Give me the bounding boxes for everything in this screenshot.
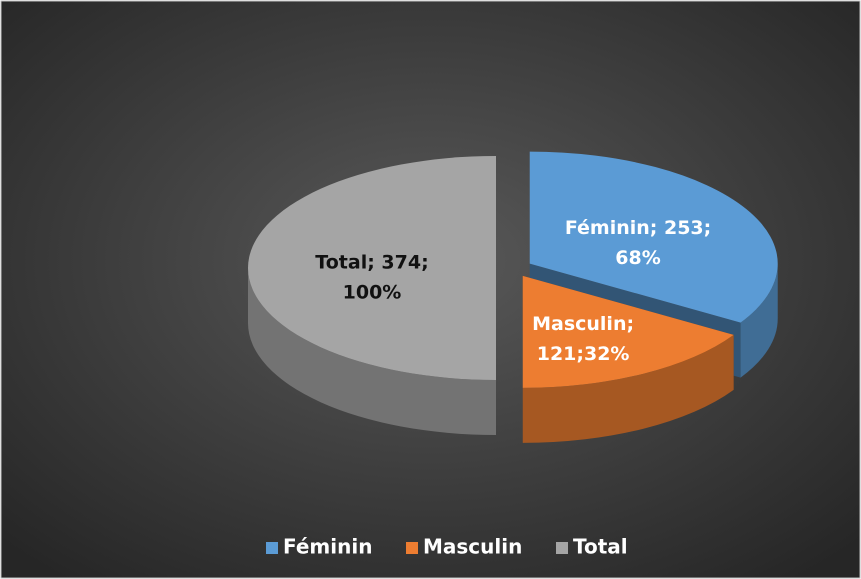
data-label: Féminin; 253; (565, 217, 711, 239)
legend-label: Total (573, 535, 628, 559)
slice-top (248, 156, 496, 380)
slice (522, 275, 734, 443)
slice (248, 156, 496, 435)
slice-top (529, 151, 778, 323)
data-label: 68% (615, 247, 660, 269)
data-label: 100% (343, 282, 402, 304)
slice-top (522, 275, 734, 388)
slice-side (522, 334, 734, 443)
data-label: Total; 374; (315, 252, 428, 274)
legend-label: Masculin (423, 535, 522, 559)
legend-swatch (556, 542, 568, 554)
legend-swatch (406, 542, 418, 554)
legend-swatch (266, 542, 278, 554)
legend-label: Féminin (283, 535, 372, 559)
data-label: Masculin; (532, 313, 634, 335)
slice-side (740, 263, 778, 378)
data-label: 121;32% (537, 343, 630, 365)
slice-side (248, 268, 496, 435)
